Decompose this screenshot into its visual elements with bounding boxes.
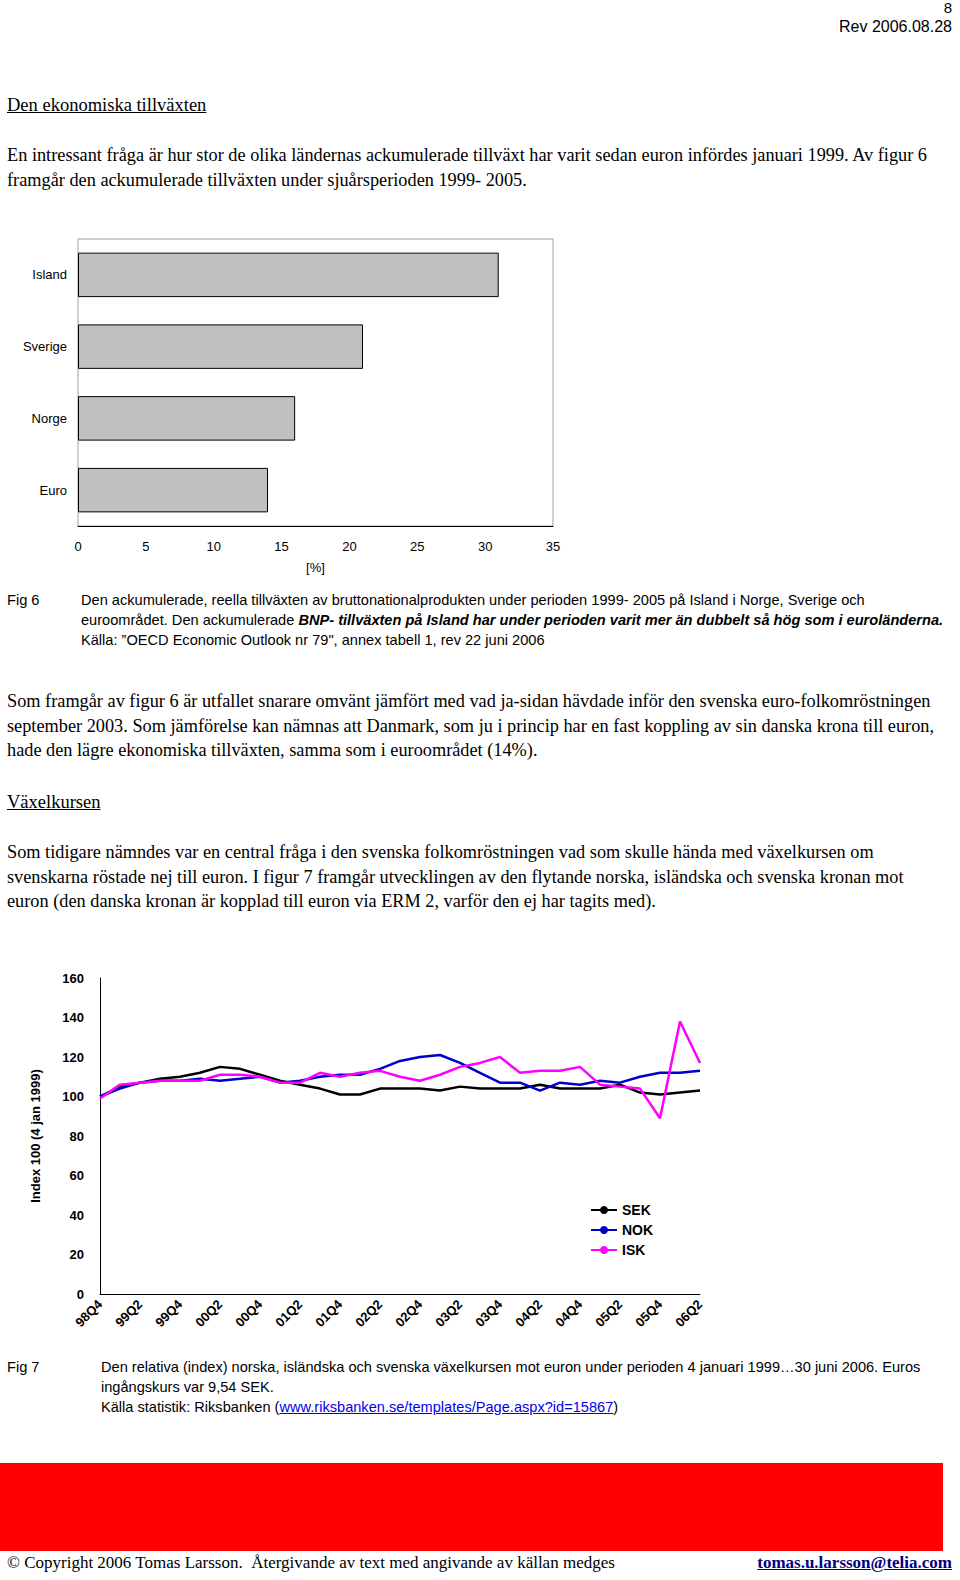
svg-text:40: 40 (70, 1208, 84, 1223)
svg-text:98Q4: 98Q4 (72, 1296, 106, 1330)
svg-text:01Q2: 01Q2 (272, 1297, 305, 1330)
svg-text:Island: Island (32, 267, 67, 282)
svg-text:SEK: SEK (622, 1202, 651, 1218)
html-text:tomas.u.larsson@telia.com: tomas.u.larsson@telia.com (757, 1553, 952, 1572)
svg-text:06Q2: 06Q2 (672, 1297, 705, 1330)
html-text:Den ackumulerade, reella tillv: Den ackumulerade, reella tillväxten av b… (81, 592, 944, 628)
svg-text:140: 140 (62, 1010, 84, 1025)
svg-text:99Q2: 99Q2 (112, 1297, 145, 1330)
svg-text:04Q2: 04Q2 (512, 1297, 545, 1330)
svg-text:0: 0 (77, 1287, 84, 1302)
svg-text:04Q4: 04Q4 (552, 1296, 586, 1330)
svg-text:02Q2: 02Q2 (352, 1297, 385, 1330)
svg-text:00Q4: 00Q4 (232, 1296, 266, 1330)
svg-text:120: 120 (62, 1050, 84, 1065)
html-text:Källa statistik: Riksbanken (w: Källa statistik: Riksbanken (www.riksban… (101, 1399, 619, 1415)
html-text:Den relativa (index) norska, i: Den relativa (index) norska, isländska o… (101, 1359, 921, 1395)
html-text:© Copyright 2006 Tomas Larsson: © Copyright 2006 Tomas Larsson. Återgiva… (7, 1553, 615, 1572)
html-text:Som framgår av figur 6 är utfa: Som framgår av figur 6 är utfallet snara… (7, 691, 935, 761)
svg-text:99Q4: 99Q4 (152, 1296, 186, 1330)
html-text:8: 8 (943, 0, 952, 16)
html-text:Som tidigare nämndes var en ce: Som tidigare nämndes var en central fråg… (7, 842, 904, 912)
svg-text:30: 30 (478, 539, 492, 554)
svg-text:00Q2: 00Q2 (192, 1297, 225, 1330)
html-text:Fig 7: Fig 7 (7, 1359, 40, 1375)
svg-text:Euro: Euro (40, 483, 67, 498)
svg-text:03Q2: 03Q2 (432, 1297, 465, 1330)
svg-text:0: 0 (74, 539, 81, 554)
svg-text:NOK: NOK (622, 1222, 653, 1238)
svg-text:160: 160 (62, 971, 84, 986)
svg-text:5: 5 (142, 539, 149, 554)
html-text:Fig 6: Fig 6 (7, 592, 40, 608)
svg-text:20: 20 (70, 1247, 84, 1262)
svg-text:80: 80 (70, 1129, 84, 1144)
svg-text:02Q4: 02Q4 (392, 1296, 426, 1330)
svg-text:05Q4: 05Q4 (632, 1296, 666, 1330)
svg-text:25: 25 (410, 539, 424, 554)
svg-text:01Q4: 01Q4 (312, 1296, 346, 1330)
html-text:Den ekonomiska tillväxten: Den ekonomiska tillväxten (7, 95, 207, 115)
svg-text:15: 15 (274, 539, 288, 554)
svg-text:35: 35 (546, 539, 560, 554)
svg-text:05Q2: 05Q2 (592, 1297, 625, 1330)
html-text:En intressant fråga är hur sto: En intressant fråga är hur stor de olika… (7, 145, 927, 190)
html-text:Rev 2006.08.28: Rev 2006.08.28 (839, 18, 952, 35)
html-text:Källa: ”OECD Economic Outlook: Källa: ”OECD Economic Outlook nr 79", an… (81, 632, 545, 648)
svg-text:ISK: ISK (622, 1242, 645, 1258)
svg-text:Norge: Norge (32, 411, 67, 426)
svg-text:10: 10 (206, 539, 220, 554)
svg-text:100: 100 (62, 1089, 84, 1104)
svg-text:20: 20 (342, 539, 356, 554)
svg-text:Index 100 (4 jan 1999): Index 100 (4 jan 1999) (28, 1069, 43, 1203)
html-text:Växelkursen: Växelkursen (7, 792, 101, 812)
svg-text:03Q4: 03Q4 (472, 1296, 506, 1330)
svg-text:Sverige: Sverige (23, 339, 67, 354)
svg-text:60: 60 (70, 1168, 84, 1183)
svg-text:[%]: [%] (306, 560, 325, 575)
